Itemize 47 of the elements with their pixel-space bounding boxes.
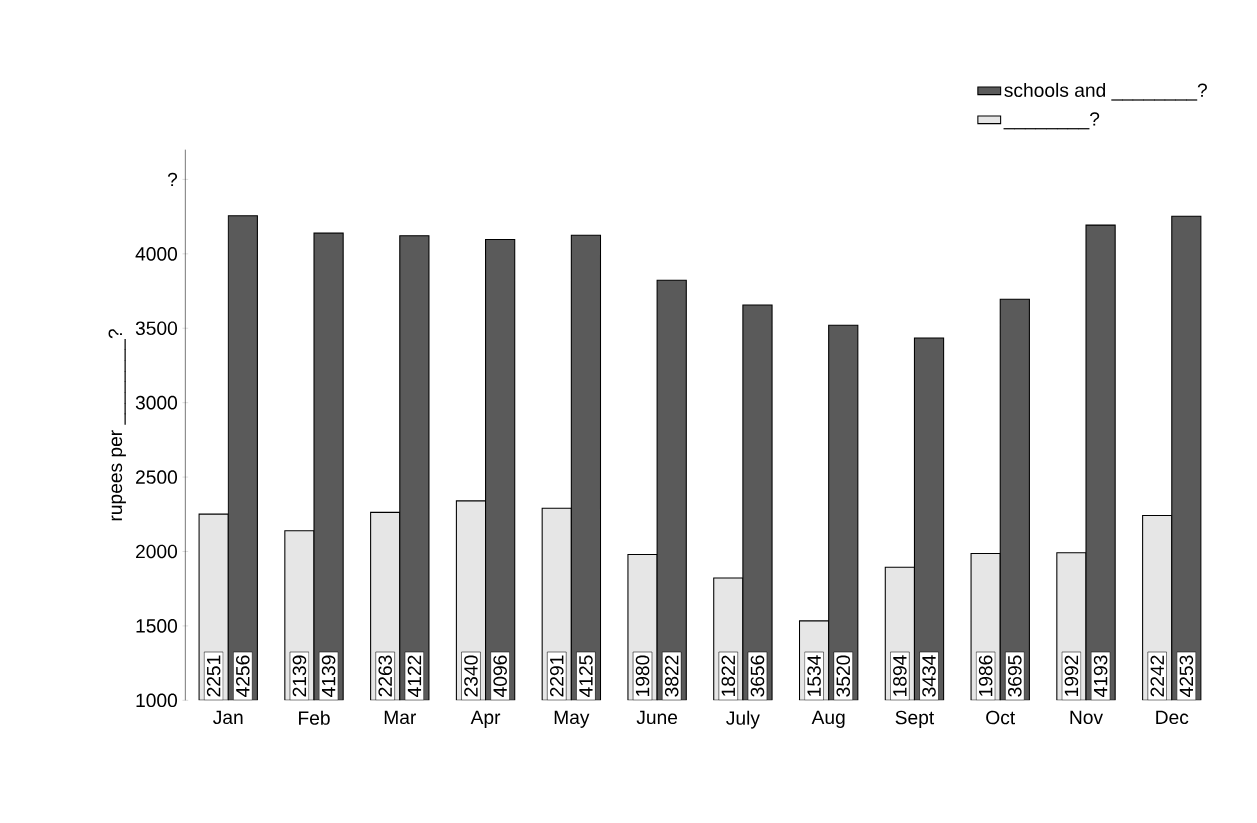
x-tick-label: Nov: [1070, 710, 1103, 725]
x-tick-label: June: [636, 710, 678, 725]
legend-label: ________?: [1003, 112, 1100, 130]
data-label: 1822: [721, 655, 736, 696]
y-tick-label: 4000: [135, 247, 178, 261]
data-label: 2291: [549, 655, 564, 697]
y-tick-label: 3500: [135, 321, 178, 336]
x-tick-label: Jan: [213, 710, 243, 725]
data-label: 4253: [1179, 655, 1194, 697]
y-tick-label: 1500: [136, 619, 178, 633]
data-label: 1980: [635, 655, 650, 696]
data-label: 3434: [922, 655, 936, 697]
x-tick-label: Mar: [384, 710, 416, 725]
data-label: 2251: [206, 655, 221, 697]
y-tick-label: 2000: [136, 544, 178, 559]
x-tick-label: July: [726, 710, 760, 729]
data-label: 2263: [378, 655, 392, 697]
data-label: 4139: [321, 655, 336, 697]
data-label: 3656: [750, 655, 765, 697]
x-tick-label: May: [554, 710, 590, 728]
data-label: 1534: [807, 655, 821, 696]
legend-label: schools and ________?: [1004, 82, 1207, 101]
data-label: 2340: [464, 655, 478, 697]
x-tick-label: Feb: [299, 710, 330, 725]
x-tick-label: Sept: [895, 710, 935, 729]
data-label: 2139: [292, 655, 307, 697]
x-tick-label: Aug: [811, 710, 845, 728]
data-label: 1992: [1064, 655, 1079, 696]
y-tick-label: 3000: [135, 395, 178, 410]
x-tick-label: Oct: [986, 710, 1016, 725]
x-tick-label: Dec: [1156, 710, 1189, 725]
data-label: 2242: [1150, 655, 1164, 697]
data-label: 4256: [236, 655, 250, 697]
data-label: 3695: [1008, 655, 1022, 697]
data-label: 1894: [893, 655, 907, 696]
y-axis-title: rupees per ________?: [108, 329, 126, 521]
data-label: 1986: [978, 655, 993, 696]
y-tick-label: ?: [167, 172, 178, 187]
x-tick-label: Apr: [470, 710, 501, 728]
data-label: 3520: [836, 655, 851, 697]
y-tick-label: 1000: [136, 693, 178, 708]
data-label: 3822: [664, 655, 679, 697]
data-label: 4125: [579, 655, 593, 697]
data-label: 4122: [407, 655, 422, 697]
y-tick-label: 2500: [136, 470, 178, 484]
data-label: 4193: [1093, 655, 1108, 697]
data-label: 4096: [493, 655, 507, 697]
